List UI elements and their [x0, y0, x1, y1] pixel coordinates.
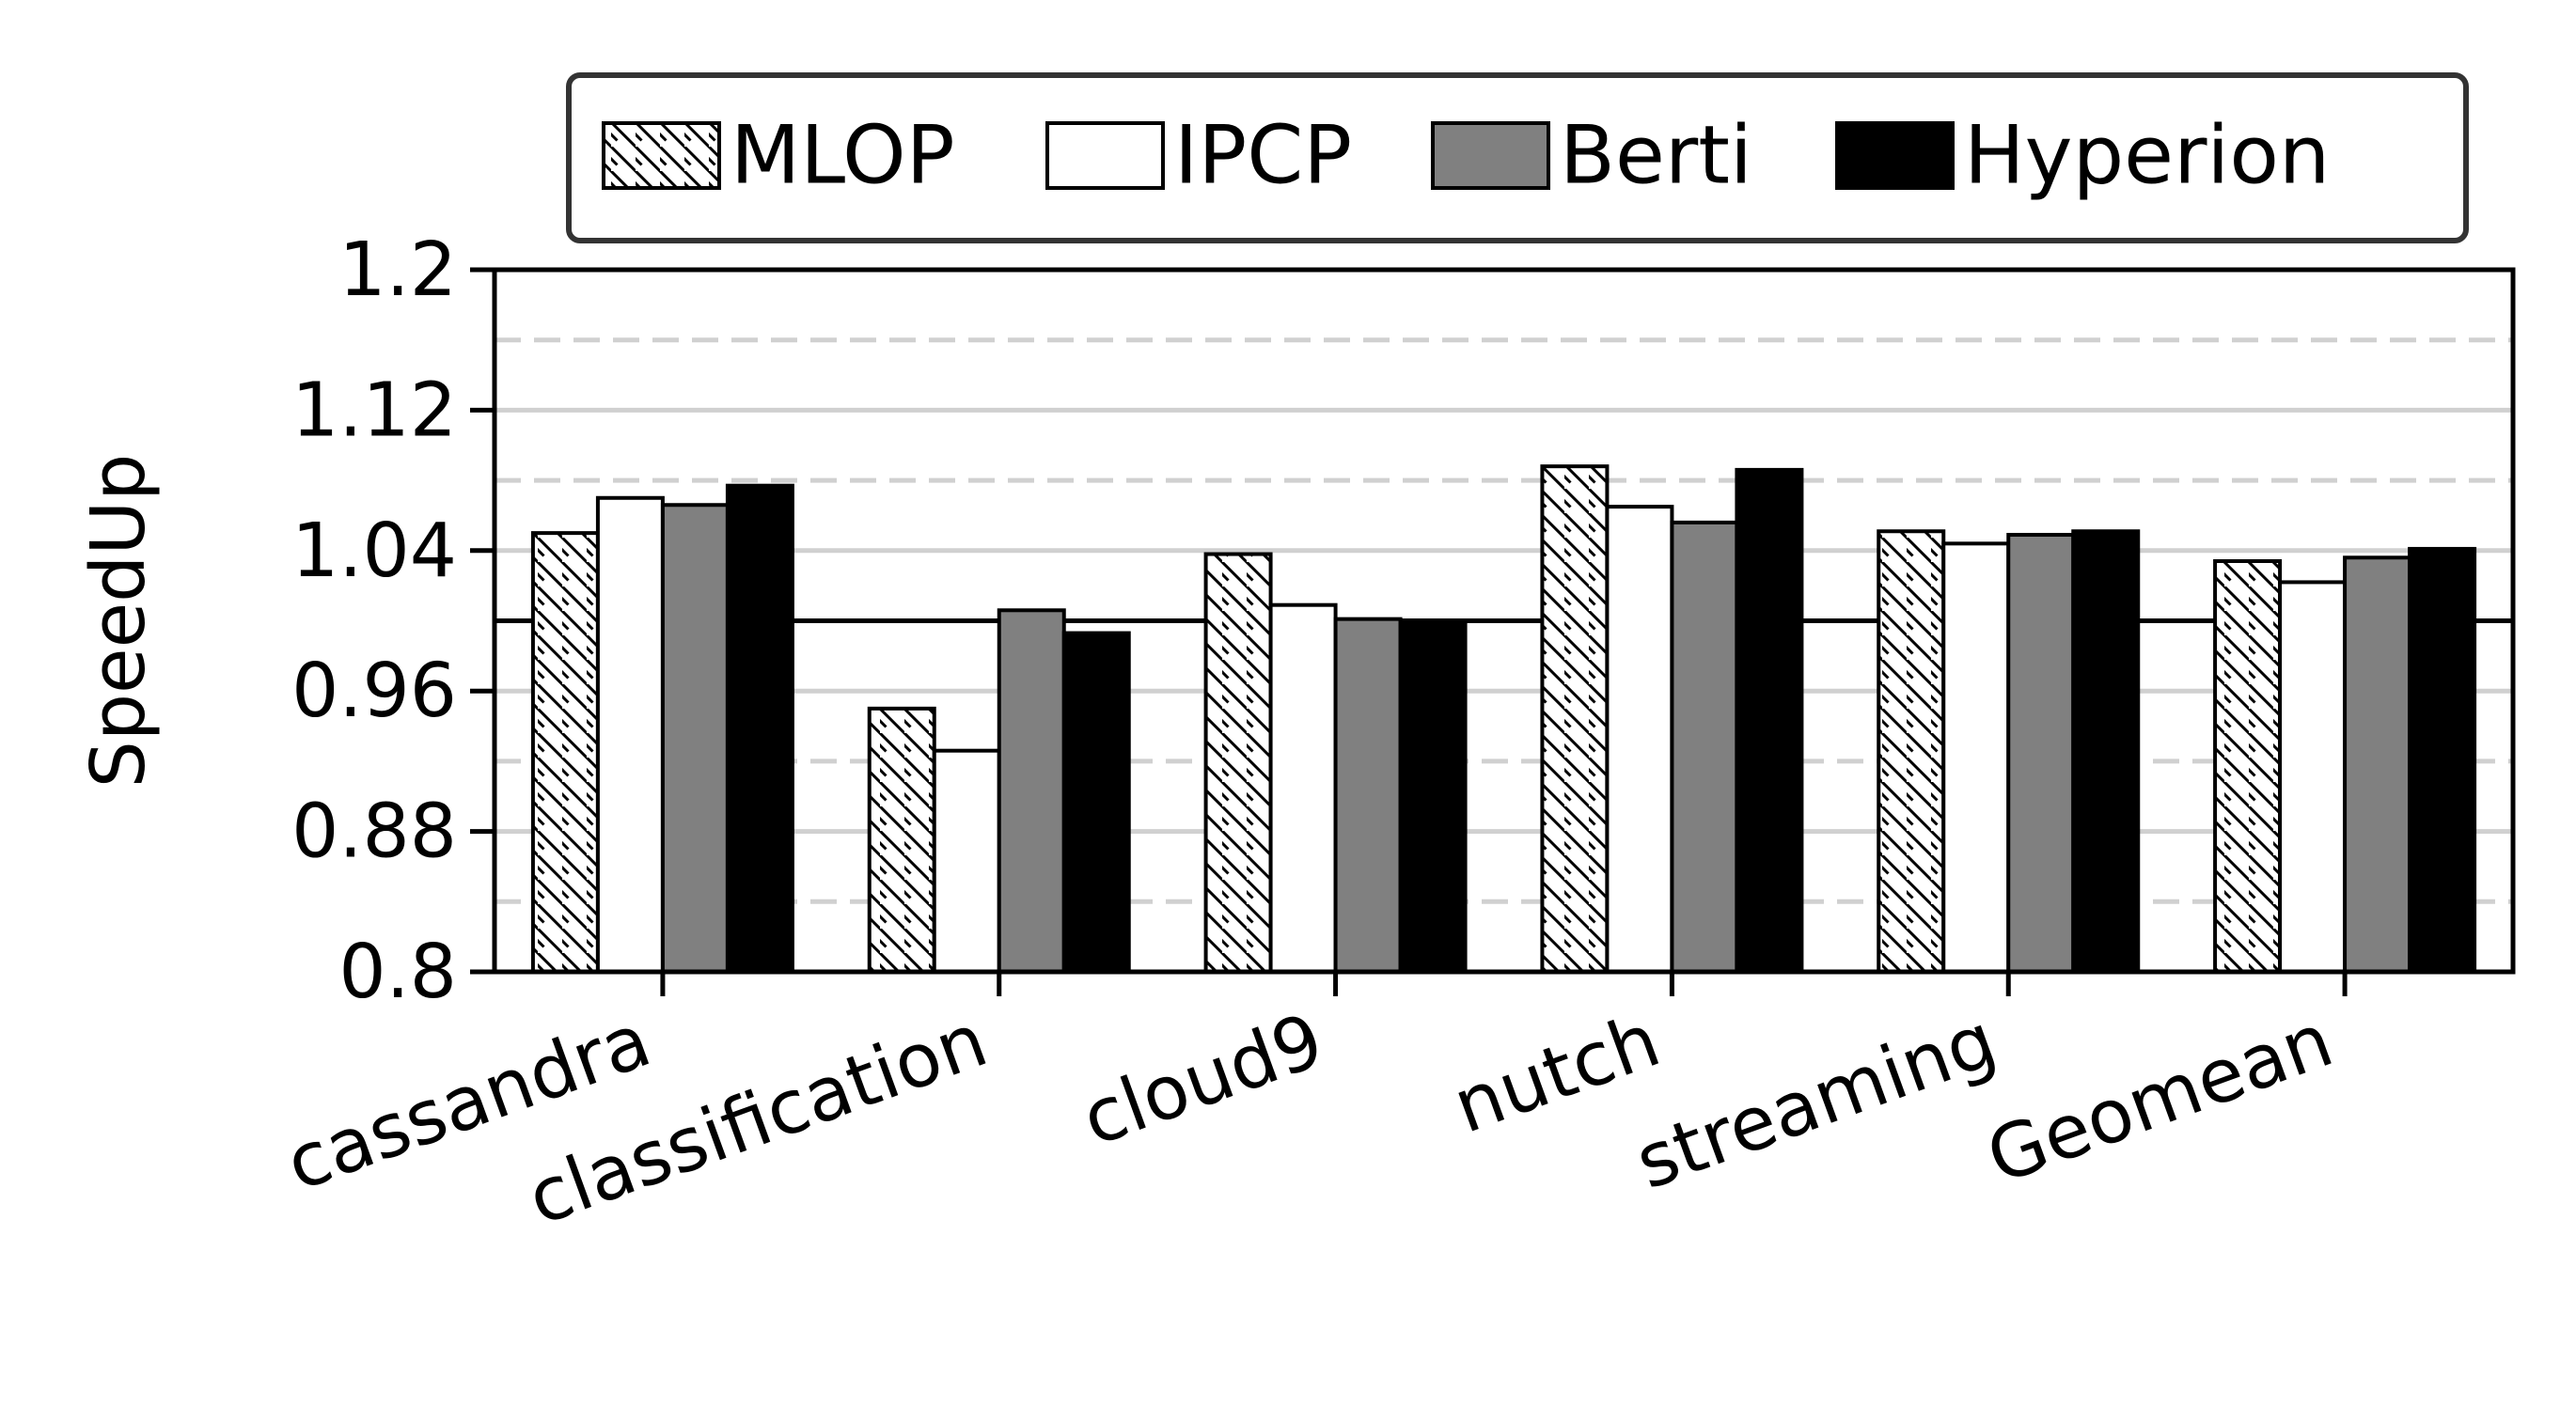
bar-berti-nutch: [1670, 520, 1739, 974]
bar-mlop-geomean: [2213, 559, 2283, 974]
bars: [530, 464, 2477, 975]
bar-ipcp-nutch: [1605, 505, 1674, 974]
bar-ipcp-geomean: [2278, 580, 2348, 974]
bar-hyperion-nutch: [1735, 467, 1804, 974]
x-tick-label-cloud9: cloud9: [1071, 996, 1334, 1163]
bar-mlop-cloud9: [1203, 552, 1273, 974]
y-axis-ticks: 0.8 0.88 0.96 1.04 1.12 1.2: [291, 227, 495, 1015]
legend-swatch-berti: [1431, 121, 1550, 190]
legend-label-mlop: MLOP: [730, 109, 955, 203]
y-tick-label: 1.12: [291, 367, 457, 453]
bar-hyperion-streaming: [2071, 529, 2141, 974]
bar-mlop-classification: [867, 706, 936, 974]
bar-ipcp-cassandra: [595, 495, 665, 975]
legend-swatch-mlop: [602, 121, 721, 190]
legend-label-berti: Berti: [1560, 109, 1752, 203]
bar-hyperion-geomean: [2408, 546, 2477, 974]
bar-hyperion-cassandra: [725, 483, 794, 974]
x-tick-label-streaming: streaming: [1625, 996, 2006, 1206]
bar-mlop-streaming: [1877, 529, 1946, 974]
legend-label-ipcp: IPCP: [1174, 109, 1352, 203]
x-tick-label-geomean: Geomean: [1976, 996, 2344, 1200]
bar-mlop-cassandra: [530, 531, 600, 974]
bar-berti-geomean: [2343, 555, 2412, 975]
bar-berti-classification: [997, 608, 1066, 974]
y-tick-label: 1.04: [291, 508, 457, 594]
y-tick-label: 0.8: [338, 929, 457, 1015]
bar-hyperion-cloud9: [1398, 618, 1468, 974]
bar-berti-streaming: [2006, 532, 2076, 974]
y-axis-label: SpeedUp: [75, 454, 162, 789]
bar-berti-cassandra: [660, 503, 730, 974]
bar-hyperion-classification: [1061, 631, 1131, 974]
bar-ipcp-classification: [932, 748, 1001, 974]
bar-ipcp-streaming: [1941, 541, 2011, 975]
legend-swatch-ipcp: [1045, 121, 1165, 190]
bar-ipcp-cloud9: [1268, 602, 1338, 974]
bar-berti-cloud9: [1333, 617, 1403, 974]
legend: MLOP IPCP Berti Hyperion: [566, 72, 2469, 243]
plot-frame: [492, 267, 2516, 975]
y-tick-label: 0.96: [291, 648, 457, 734]
legend-label-hyperion: Hyperion: [1964, 109, 2330, 203]
legend-swatch-hyperion: [1835, 121, 1955, 190]
bar-mlop-nutch: [1540, 464, 1610, 975]
y-tick-label: 1.2: [338, 227, 457, 313]
y-tick-label: 0.88: [291, 789, 457, 875]
